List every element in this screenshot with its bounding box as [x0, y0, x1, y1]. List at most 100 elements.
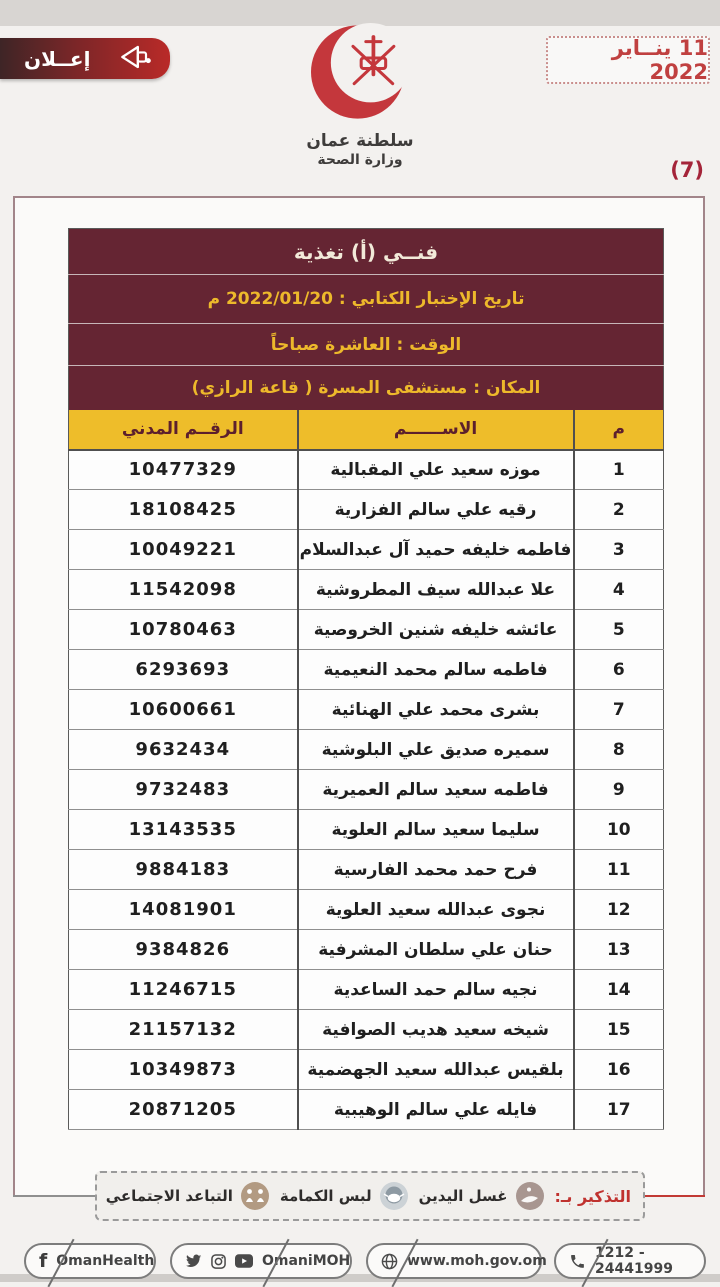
serial-cell: 1	[572, 449, 664, 490]
serial-column-header: م	[572, 409, 664, 451]
reminder-item-label: لبس الكمامة	[279, 1187, 372, 1205]
table-row: 15 شيخه سعيد هديب الصوافية 21157132	[68, 1009, 664, 1050]
serial-cell: 7	[572, 689, 664, 730]
frame-bottom-right-segment	[645, 1195, 705, 1197]
name-cell: رقيه علي سالم الفزارية	[296, 489, 574, 530]
civil-cell: 21157132	[68, 1009, 298, 1050]
table-row: 4 علا عبدالله سيف المطروشية 11542098	[68, 569, 664, 610]
announcement-badge: إعــلان	[0, 38, 170, 79]
name-cell: سميره صديق علي البلوشية	[296, 729, 574, 770]
social-handle: OmaniMOH	[262, 1253, 351, 1269]
serial-cell: 4	[572, 569, 664, 610]
table-row: 1 موزه سعيد علي المقبالية 10477329	[68, 449, 664, 490]
name-cell: فاطمه سعيد سالم العميرية	[296, 769, 574, 810]
ministry-text: وزارة الصحة	[317, 151, 403, 168]
exam-time-row: الوقت : العاشرة صباحاً	[68, 323, 664, 366]
column-header-row: م الاســــــم الرقــم المدني	[68, 409, 664, 451]
reminder-item-label: غسل اليدين	[418, 1187, 508, 1205]
name-cell: نجيه سالم حمد الساعدية	[296, 969, 574, 1010]
table-row: 13 حنان علي سلطان المشرفية 9384826	[68, 929, 664, 970]
table-row: 11 فرح حمد محمد الفارسية 9884183	[68, 849, 664, 890]
name-cell: علا عبدالله سيف المطروشية	[296, 569, 574, 610]
serial-cell: 8	[572, 729, 664, 770]
exam-roster-table: فنــي (أ) تغذية تاريخ الإختبار الكتابي :…	[68, 228, 665, 1130]
sultanate-text: سلطنة عمان	[306, 131, 414, 151]
facebook-pill[interactable]: f OmanHealth	[24, 1238, 156, 1287]
frame-bottom-left-segment	[13, 1195, 95, 1197]
social-distance-icon	[240, 1182, 269, 1210]
civil-cell: 11246715	[68, 969, 298, 1010]
table-row: 10 سليما سعيد سالم العلوية 13143535	[68, 809, 664, 850]
crescent-emblem-icon	[311, 23, 411, 119]
serial-cell: 12	[572, 889, 664, 930]
serial-cell: 2	[572, 489, 664, 530]
name-cell: حنان علي سلطان المشرفية	[296, 929, 574, 970]
table-row: 9 فاطمه سعيد سالم العميرية 9732483	[68, 769, 664, 810]
civil-cell: 6293693	[68, 649, 298, 690]
serial-cell: 13	[572, 929, 664, 970]
globe-icon	[381, 1253, 398, 1269]
serial-cell: 6	[572, 649, 664, 690]
name-cell: فايله علي سالم الوهيبية	[296, 1089, 574, 1130]
table-row: 7 بشرى محمد علي الهنائية 10600661	[68, 689, 664, 730]
civil-cell: 13143535	[68, 809, 298, 850]
table-row: 2 رقيه علي سالم الفزارية 18108425	[68, 489, 664, 530]
civil-cell: 9632434	[68, 729, 298, 770]
announcement-label: إعــلان	[24, 46, 91, 71]
phone-numbers: 1212 - 24441999	[595, 1245, 673, 1277]
name-cell: بلقيس عبدالله سعيد الجهضمية	[296, 1049, 574, 1090]
reminder-item-handwash: غسل اليدين	[419, 1181, 545, 1211]
civil-cell: 10349873	[68, 1049, 298, 1090]
reminder-item-mask: لبس الكمامة	[280, 1181, 409, 1211]
hand-wash-icon	[515, 1182, 544, 1210]
civil-cell: 18108425	[68, 489, 298, 530]
social-media-pill[interactable]: OmaniMOH	[170, 1238, 352, 1287]
reminder-item-distance: التباعد الاجتماعي	[106, 1181, 270, 1211]
phone-icon	[571, 1254, 584, 1268]
exam-time: الوقت : العاشرة صباحاً	[68, 323, 664, 366]
reminder-item-label: التباعد الاجتماعي	[105, 1187, 233, 1205]
serial-cell: 3	[572, 529, 664, 570]
top-band	[0, 0, 720, 26]
serial-cell: 9	[572, 769, 664, 810]
name-cell: فاطمه سالم محمد النعيمية	[296, 649, 574, 690]
serial-cell: 10	[572, 809, 664, 850]
table-row: 8 سميره صديق علي البلوشية 9632434	[68, 729, 664, 770]
reminder-label: التذكير بـ:	[554, 1186, 632, 1206]
civil-cell: 9384826	[68, 929, 298, 970]
civil-cell: 14081901	[68, 889, 298, 930]
exam-date-row: تاريخ الإختبار الكتابي : 2022/01/20 م	[68, 274, 664, 324]
table-row: 14 نجيه سالم حمد الساعدية 11246715	[68, 969, 664, 1010]
name-cell: فاطمه خليفه حميد آل عبدالسلام	[296, 529, 574, 570]
table-row: 17 فايله علي سالم الوهيبية 20871205	[68, 1089, 664, 1130]
civil-cell: 10780463	[68, 609, 298, 650]
name-cell: شيخه سعيد هديب الصوافية	[296, 1009, 574, 1050]
phone-pill[interactable]: 1212 - 24441999	[554, 1238, 706, 1287]
civil-cell: 10600661	[68, 689, 298, 730]
civil-cell: 10477329	[68, 449, 298, 490]
table-row: 3 فاطمه خليفه حميد آل عبدالسلام 10049221	[68, 529, 664, 570]
exam-place: المكان : مستشفى المسرة ( قاعة الرازي)	[68, 365, 664, 410]
name-cell: بشرى محمد علي الهنائية	[296, 689, 574, 730]
bottom-band	[0, 1274, 720, 1282]
name-cell: فرح حمد محمد الفارسية	[296, 849, 574, 890]
name-cell: نجوى عبدالله سعيد العلوية	[296, 889, 574, 930]
website-url: www.moh.gov.om	[407, 1253, 547, 1269]
civil-cell: 9884183	[68, 849, 298, 890]
table-row: 16 بلقيس عبدالله سعيد الجهضمية 10349873	[68, 1049, 664, 1090]
page-number: (7)	[670, 158, 704, 182]
youtube-icon	[235, 1254, 253, 1268]
website-pill[interactable]: www.moh.gov.om	[366, 1238, 547, 1287]
civil-cell: 20871205	[68, 1089, 298, 1130]
name-column-header: الاســــــم	[296, 409, 574, 451]
serial-cell: 11	[572, 849, 664, 890]
job-title: فنــي (أ) تغذية	[68, 228, 664, 275]
table-row: 5 عائشه خليفه شنين الخروصية 10780463	[68, 609, 664, 650]
date-text: 11 ينــاير 2022	[611, 36, 708, 84]
civil-cell: 11542098	[68, 569, 298, 610]
serial-cell: 14	[572, 969, 664, 1010]
face-mask-icon	[379, 1182, 408, 1210]
twitter-icon	[186, 1254, 202, 1267]
table-row: 6 فاطمه سالم محمد النعيمية 6293693	[68, 649, 664, 690]
serial-cell: 17	[572, 1089, 664, 1130]
